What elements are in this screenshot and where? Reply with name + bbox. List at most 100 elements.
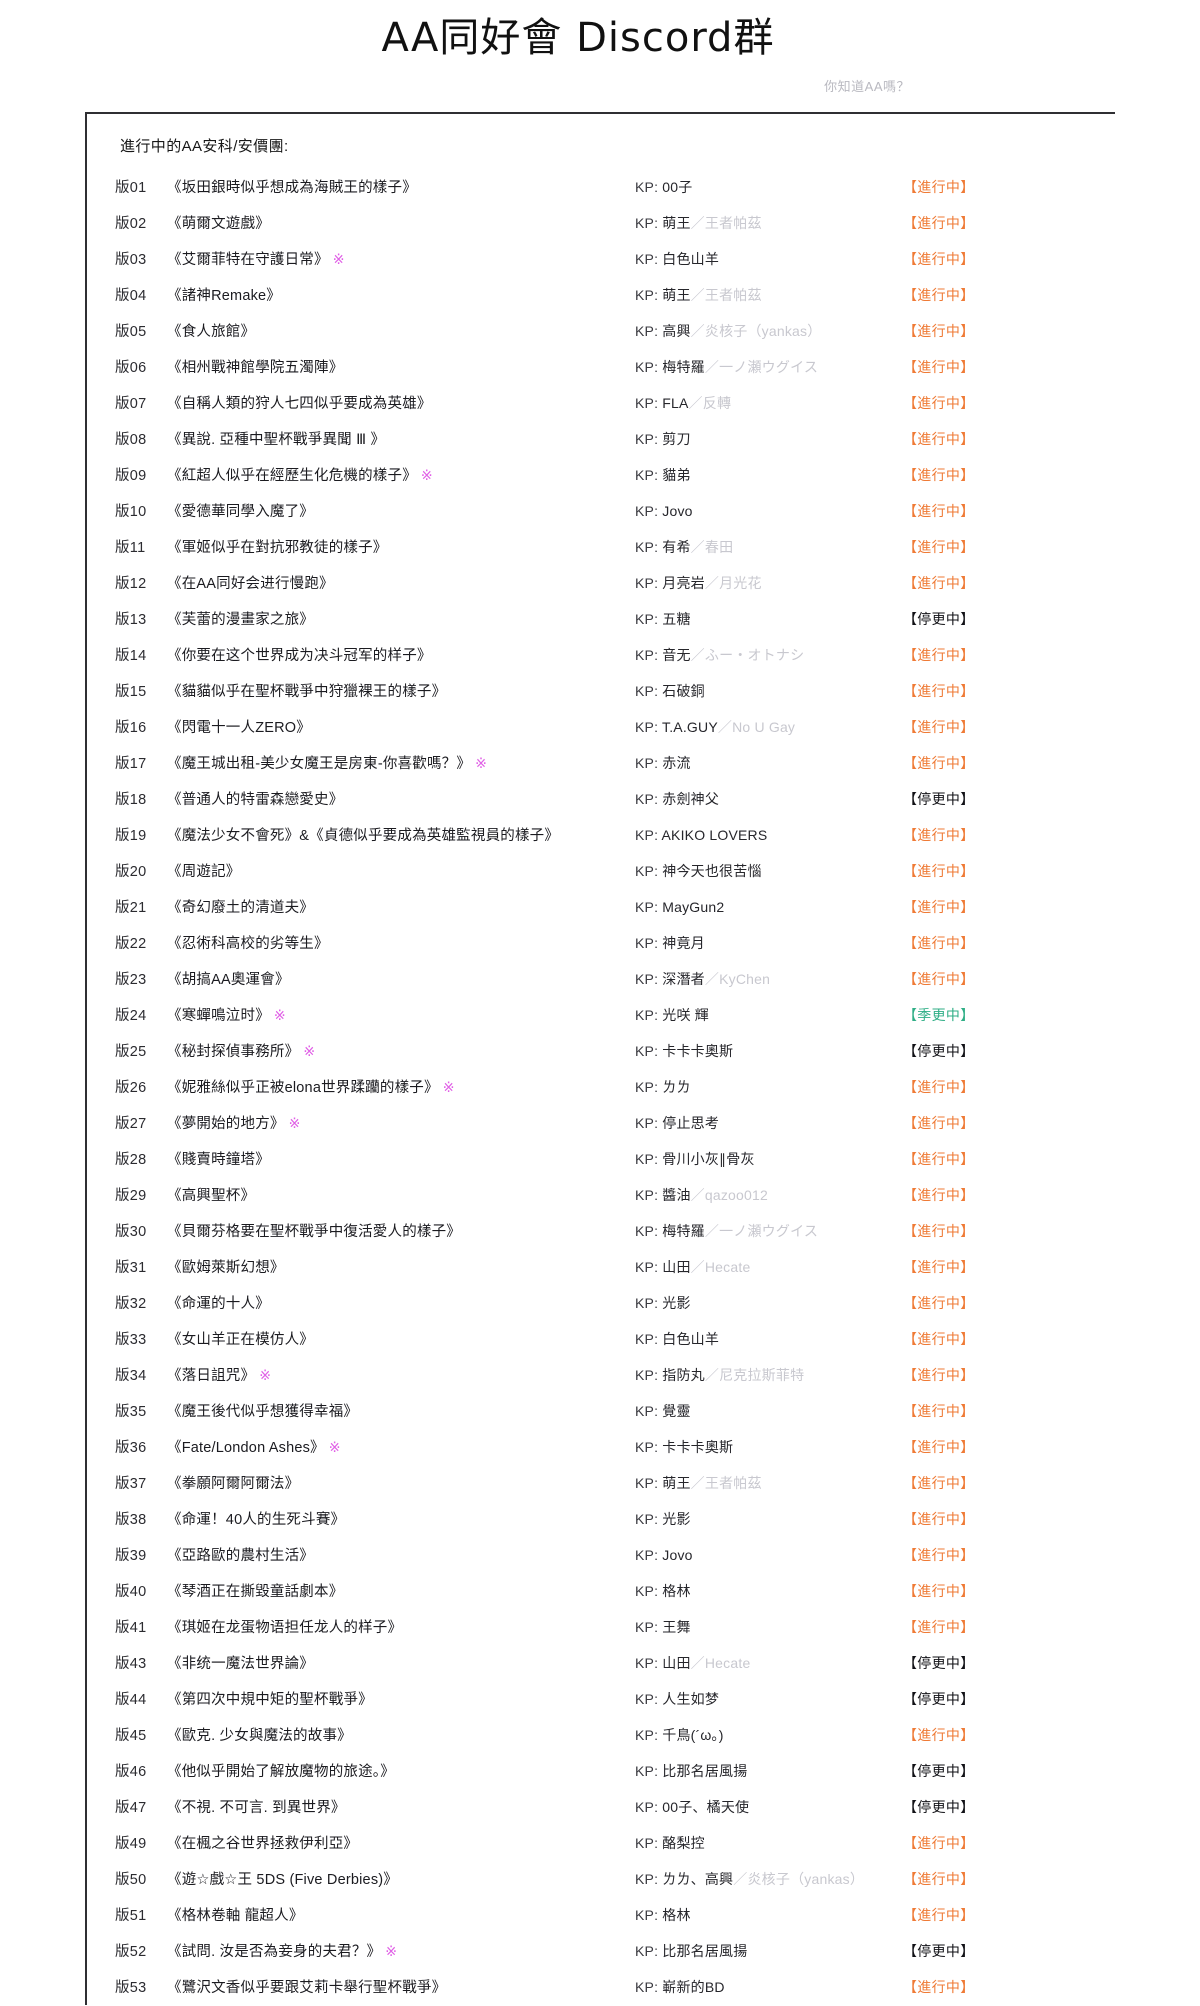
row-title[interactable]: 《魔王後代似乎想獲得幸福》: [167, 1394, 635, 1430]
row-title[interactable]: 《第四次中規中矩的聖杯戰爭》: [167, 1682, 635, 1718]
row-title[interactable]: 《Fate/London Ashes》 ※: [167, 1429, 635, 1466]
row-title[interactable]: 《歐克. 少女與魔法的故事》: [167, 1718, 635, 1754]
row-title-text: 《鷺沢文香似乎要跟艾莉卡舉行聖杯戰爭》: [167, 1980, 447, 1996]
kp-primary-name: 00子: [658, 179, 693, 195]
row-title[interactable]: 《落日詛咒》 ※: [167, 1357, 635, 1394]
status-badge: 【停更中】: [903, 791, 975, 807]
row-title[interactable]: 《愛德華同學入魔了》: [167, 494, 635, 530]
row-title-text: 《魔法少女不會死》&《貞德似乎要成為英雄監視員的樣子》: [167, 828, 560, 844]
kp-label: KP:: [635, 755, 659, 771]
row-id: 版19: [115, 828, 147, 844]
row-title[interactable]: 《萌爾文遊戲》: [167, 206, 635, 242]
kp-label: KP:: [635, 935, 659, 951]
row-title[interactable]: 《高興聖杯》: [167, 1178, 635, 1214]
row-id: 版08: [115, 432, 147, 448]
row-title[interactable]: 《非统一魔法世界論》: [167, 1646, 635, 1682]
row-title[interactable]: 《命運！40人的生死斗賽》: [167, 1502, 635, 1538]
row-id: 版52: [115, 1944, 147, 1960]
row-title[interactable]: 《他似乎開始了解放魔物的旅途。》: [167, 1754, 635, 1790]
row-title[interactable]: 《拳願阿爾阿爾法》: [167, 1466, 635, 1502]
reference-mark-icon: ※: [273, 1007, 286, 1023]
row-kp: KP: 王舞: [635, 1609, 903, 1645]
row-title[interactable]: 《命運的十人》: [167, 1286, 635, 1322]
row-id: 版32: [115, 1296, 147, 1312]
row-title[interactable]: 《諸神Remake》: [167, 278, 635, 314]
row-title[interactable]: 《魔王城出租-美少女魔王是房東-你喜歡嗎？》 ※: [167, 745, 635, 782]
table-row: 版04 《諸神Remake》 KP: 萌王／王者帕茲 【進行中】: [115, 277, 1115, 313]
row-title[interactable]: 《秘封探偵事務所》 ※: [167, 1033, 635, 1070]
row-title[interactable]: 《周遊記》: [167, 854, 635, 890]
row-title-text: 《Fate/London Ashes》: [167, 1440, 325, 1456]
row-title-text: 《落日詛咒》: [167, 1368, 256, 1384]
row-title[interactable]: 《貓貓似乎在聖杯戰爭中狩獵裸王的樣子》: [167, 674, 635, 710]
row-id: 版04: [115, 288, 147, 304]
table-row: 版33 《女山羊正在模仿人》 KP: 白色山羊 【進行中】: [115, 1321, 1115, 1357]
row-title[interactable]: 《坂田銀時似乎想成為海賊王的樣子》: [167, 170, 635, 206]
table-row: 版13 《芙蕾的漫畫家之旅》 KP: 五糖 【停更中】: [115, 601, 1115, 637]
kp-primary-name: 五糖: [658, 611, 691, 627]
row-title[interactable]: 《琴酒正在撕毀童話劇本》: [167, 1574, 635, 1610]
kp-primary-name: 醬油: [658, 1187, 691, 1203]
row-title[interactable]: 《奇幻廢土的清道夫》: [167, 890, 635, 926]
row-title[interactable]: 《寒蟬鳴泣时》 ※: [167, 997, 635, 1034]
row-title[interactable]: 《軍姬似乎在對抗邪教徒的樣子》: [167, 530, 635, 566]
status-badge: 【進行中】: [903, 647, 975, 663]
row-title[interactable]: 《閃電十一人ZERO》: [167, 710, 635, 746]
row-title[interactable]: 《胡搞AA奧運會》: [167, 962, 635, 998]
row-id: 版21: [115, 900, 147, 916]
row-title[interactable]: 《普通人的特雷森戀愛史》: [167, 782, 635, 818]
status-badge: 【進行中】: [903, 1619, 975, 1635]
kp-label: KP:: [635, 1943, 659, 1959]
row-title-text: 《異說. 亞種中聖杯戰爭異聞 Ⅲ 》: [167, 432, 386, 448]
row-title[interactable]: 《忍術科高校的劣等生》: [167, 926, 635, 962]
row-title[interactable]: 《亞路歐的農村生活》: [167, 1538, 635, 1574]
row-id: 版06: [115, 360, 147, 376]
row-title[interactable]: 《遊☆戲☆王 5DS (Five Derbies)》: [167, 1862, 635, 1898]
row-title[interactable]: 《艾爾菲特在守護日常》 ※: [167, 241, 635, 278]
row-title[interactable]: 《魔法少女不會死》&《貞德似乎要成為英雄監視員的樣子》: [167, 818, 635, 854]
status-badge: 【停更中】: [903, 1943, 975, 1959]
kp-label: KP:: [635, 539, 659, 555]
kp-label: KP:: [635, 1511, 659, 1527]
row-id: 版22: [115, 936, 147, 952]
row-kp: KP: ㄌㄌ: [635, 1069, 903, 1105]
kp-primary-name: 高興: [658, 323, 691, 339]
row-title[interactable]: 《鷺沢文香似乎要跟艾莉卡舉行聖杯戰爭》: [167, 1970, 635, 2006]
row-title[interactable]: 《琪姬在龙蛋物语担任龙人的样子》: [167, 1610, 635, 1646]
row-title[interactable]: 《紅超人似乎在經歷生化危機的樣子》 ※: [167, 457, 635, 494]
row-title[interactable]: 《異說. 亞種中聖杯戰爭異聞 Ⅲ 》: [167, 422, 635, 458]
kp-primary-name: 萌王: [658, 287, 691, 303]
table-row: 版07 《自稱人類的狩人七四似乎要成為英雄》 KP: FLA／反轉 【進行中】: [115, 385, 1115, 421]
kp-label: KP:: [635, 179, 659, 195]
row-title[interactable]: 《芙蕾的漫畫家之旅》: [167, 602, 635, 638]
status-badge: 【進行中】: [903, 1547, 975, 1563]
row-title[interactable]: 《夢開始的地方》 ※: [167, 1105, 635, 1142]
row-title[interactable]: 《自稱人類的狩人七四似乎要成為英雄》: [167, 386, 635, 422]
row-title[interactable]: 《女山羊正在模仿人》: [167, 1322, 635, 1358]
row-title[interactable]: 《妮雅絲似乎正被elona世界蹂躪的樣子》 ※: [167, 1069, 635, 1106]
row-id: 版44: [115, 1692, 147, 1708]
section-heading: 進行中的AA安科/安價團:: [120, 138, 289, 155]
kp-secondary-name: ／春田: [690, 539, 734, 555]
row-kp: KP: Jovo: [635, 1537, 903, 1573]
row-title[interactable]: 《格林卷軸 龍超人》: [167, 1898, 635, 1934]
row-title[interactable]: 《歐姆萊斯幻想》: [167, 1250, 635, 1286]
row-title-text: 《秘封探偵事務所》: [167, 1044, 300, 1060]
row-id: 版20: [115, 864, 147, 880]
row-kp: KP: 赤劍神父: [635, 781, 903, 817]
status-badge: 【進行中】: [903, 1331, 975, 1347]
row-title[interactable]: 《在AA同好会进行慢跑》: [167, 566, 635, 602]
row-title[interactable]: 《相州戰神館學院五濁陣》: [167, 350, 635, 386]
table-row: 版02 《萌爾文遊戲》 KP: 萌王／王者帕茲 【進行中】: [115, 205, 1115, 241]
row-title[interactable]: 《不視. 不可言. 到異世界》: [167, 1790, 635, 1826]
row-id: 版34: [115, 1368, 147, 1384]
row-title[interactable]: 《在楓之谷世界拯救伊利亞》: [167, 1826, 635, 1862]
row-title[interactable]: 《貝爾芬格要在聖杯戰爭中復活愛人的樣子》: [167, 1214, 635, 1250]
row-title[interactable]: 《試問. 汝是否為妾身的夫君？》 ※: [167, 1933, 635, 1970]
row-title[interactable]: 《賤賣時鐘塔》: [167, 1142, 635, 1178]
row-title[interactable]: 《你要在这个世界成为决斗冠军的样子》: [167, 638, 635, 674]
table-row: 版40 《琴酒正在撕毀童話劇本》 KP: 格林 【進行中】: [115, 1573, 1115, 1609]
row-kp: KP: 光影: [635, 1285, 903, 1321]
table-row: 版12 《在AA同好会进行慢跑》 KP: 月亮岩／月光花 【進行中】: [115, 565, 1115, 601]
row-title[interactable]: 《食人旅館》: [167, 314, 635, 350]
